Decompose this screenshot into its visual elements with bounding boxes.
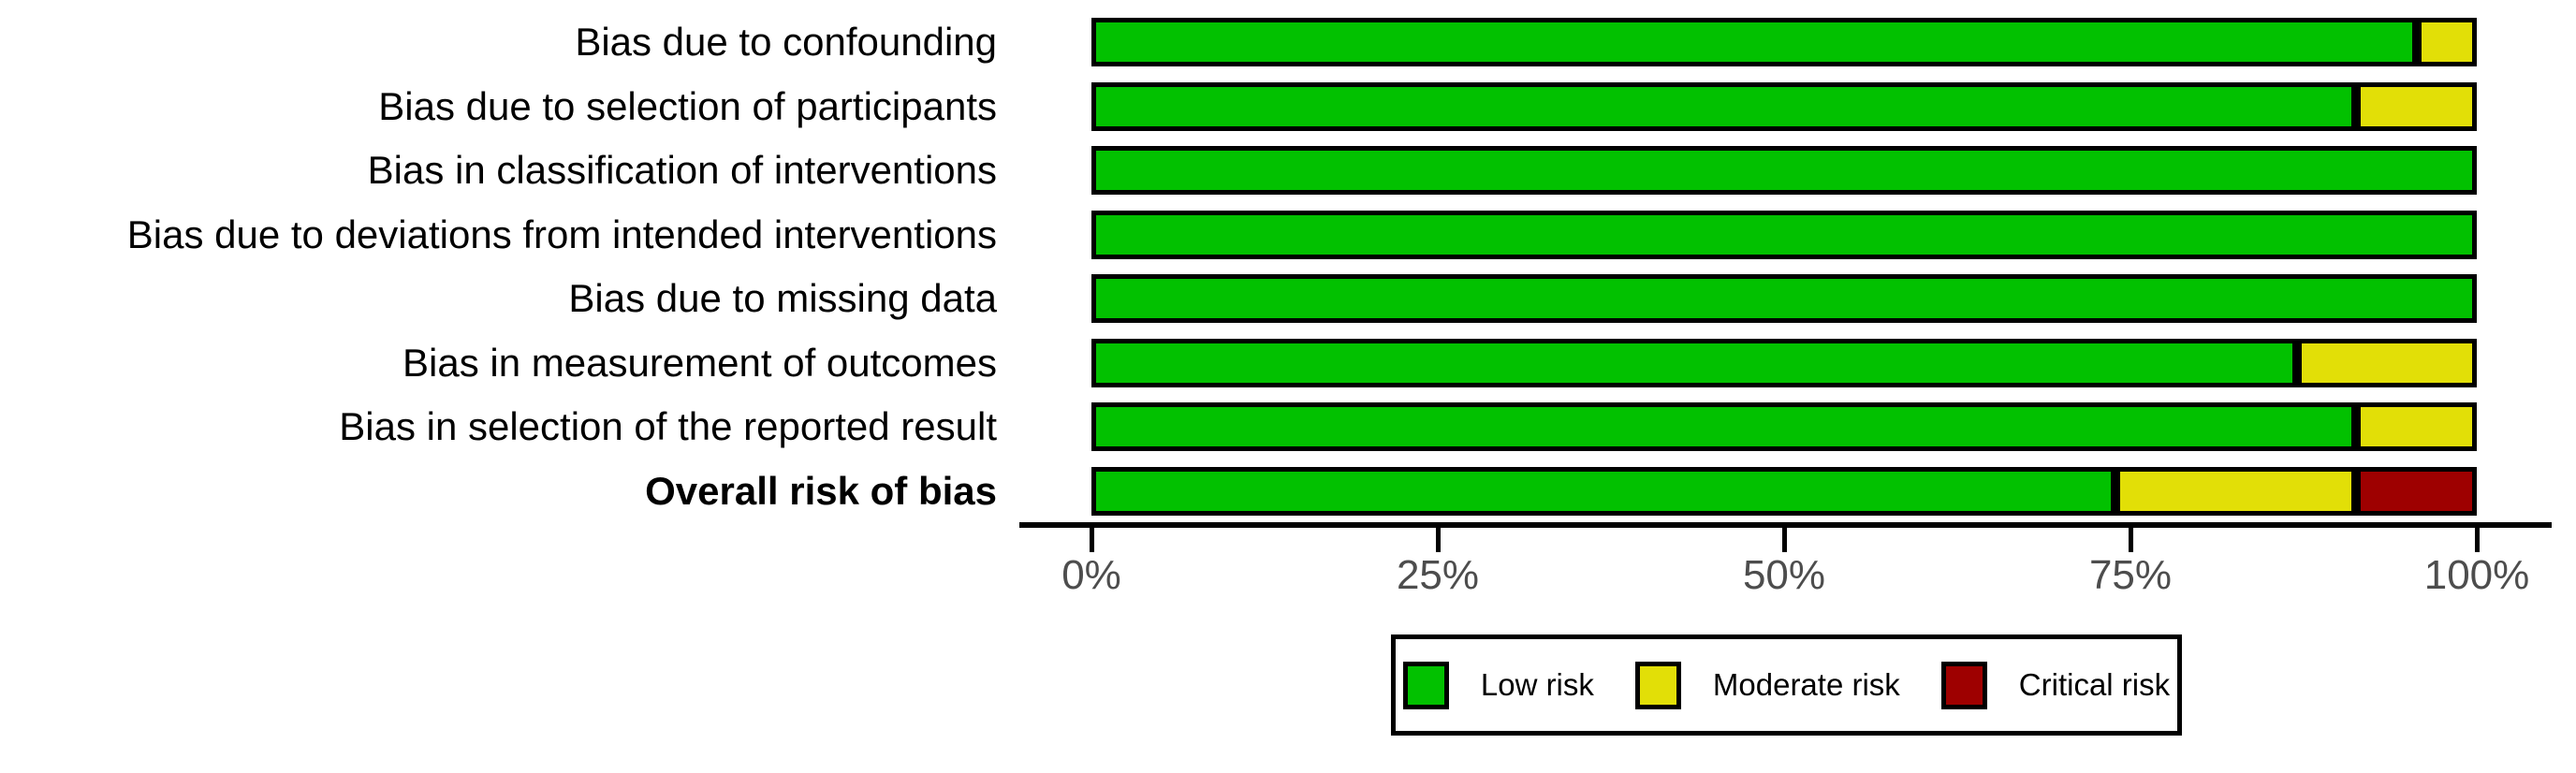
bar-segment-moderate-risk [2417,18,2477,66]
stacked-bar-bias-due-to-deviations-from-intended-interventions [1091,210,2477,259]
bar-row-bias-in-selection-of-the-reported-result: Bias in selection of the reported result [0,402,2576,451]
bar-row-overall-risk-of-bias: Overall risk of bias [0,466,2576,516]
bar-row-bias-due-to-missing-data: Bias due to missing data [0,274,2576,323]
category-label-bias-in-selection-of-the-reported-result: Bias in selection of the reported result [339,404,997,448]
bar-segment-low-risk [1091,210,2477,259]
bar-segment-critical-risk [2356,466,2477,516]
bar-segment-moderate-risk [2296,338,2477,387]
bar-row-bias-due-to-selection-of-participants: Bias due to selection of participants [0,81,2576,131]
stacked-bar-bias-in-classification-of-interventions [1091,146,2477,195]
legend-key-low-risk-icon [1402,661,1449,709]
legend-item-critical-risk: Critical risk [1940,661,2171,709]
stacked-bar-overall-risk-of-bias [1091,466,2477,516]
bar-segment-moderate-risk [2115,466,2357,516]
bar-segment-low-risk [1091,338,2297,387]
bar-segment-low-risk [1091,466,2115,516]
bar-segment-low-risk [1091,81,2357,131]
category-label-overall-risk-of-bias: Overall risk of bias [645,468,997,513]
axis-tick-label-75: 75% [2088,552,2173,598]
legend-key-critical-risk-icon [1940,661,1987,709]
legend-item-moderate-risk: Moderate risk [1634,661,1900,709]
bar-segment-low-risk [1091,274,2477,323]
category-label-bias-due-to-deviations-from-intended-interventions: Bias due to deviations from intended int… [126,211,997,256]
bar-segment-low-risk [1091,146,2477,195]
bar-segment-low-risk [1091,18,2418,66]
axis-tick-0 [1089,524,1094,552]
bar-segment-low-risk [1091,402,2357,451]
axis-tick-label-100: 100% [2423,552,2530,598]
legend-key-moderate-risk-icon [1634,661,1681,709]
bar-row-bias-in-measurement-of-outcomes: Bias in measurement of outcomes [0,338,2576,387]
legend-label-moderate-risk: Moderate risk [1712,667,1900,702]
stacked-bar-bias-in-selection-of-the-reported-result [1091,402,2477,451]
category-label-bias-due-to-missing-data: Bias due to missing data [568,276,997,320]
legend-label-low-risk: Low risk [1480,667,1594,702]
category-label-bias-due-to-confounding: Bias due to confounding [575,20,997,64]
legend-item-low-risk: Low risk [1402,661,1594,709]
category-label-bias-due-to-selection-of-participants: Bias due to selection of participants [378,83,997,128]
stacked-bar-bias-in-measurement-of-outcomes [1091,338,2477,387]
stacked-bar-bias-due-to-confounding [1091,18,2477,66]
axis-tick-75 [2128,524,2133,552]
category-label-bias-in-measurement-of-outcomes: Bias in measurement of outcomes [402,340,997,385]
axis-tick-25 [1435,524,1441,552]
axis-tick-label-50: 50% [1742,552,1826,598]
axis-tick-label-25: 25% [1396,552,1480,598]
bar-segment-moderate-risk [2356,81,2477,131]
bar-row-bias-in-classification-of-interventions: Bias in classification of interventions [0,146,2576,195]
axis-tick-50 [1781,524,1787,552]
legend: Low risk Moderate risk Critical risk [1391,634,2182,736]
stacked-bar-bias-due-to-selection-of-participants [1091,81,2477,131]
category-label-bias-in-classification-of-interventions: Bias in classification of interventions [367,148,997,192]
stacked-bar-bias-due-to-missing-data [1091,274,2477,323]
axis-tick-label-0: 0% [1061,552,1121,598]
legend-label-critical-risk: Critical risk [2018,667,2171,702]
bar-row-bias-due-to-deviations-from-intended-interventions: Bias due to deviations from intended int… [0,210,2576,259]
bar-segment-moderate-risk [2356,402,2477,451]
bar-row-bias-due-to-confounding: Bias due to confounding [0,18,2576,66]
axis-tick-100 [2474,524,2480,552]
